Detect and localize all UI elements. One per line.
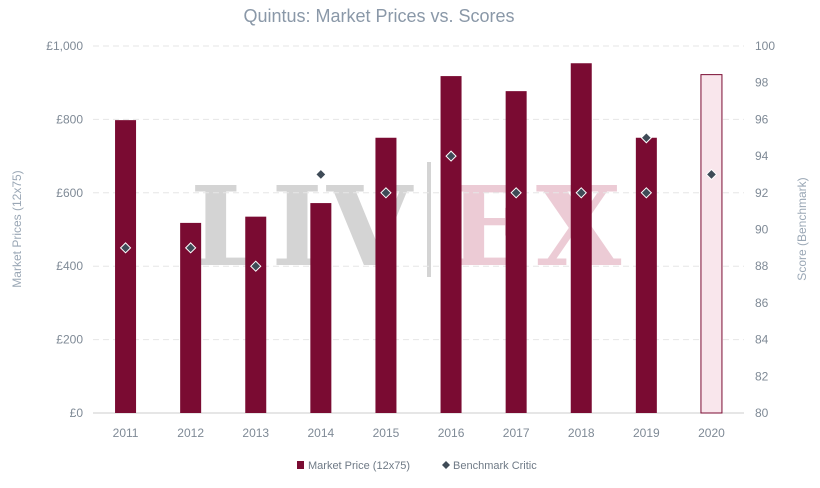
svg-text:LIV: LIV bbox=[190, 162, 416, 291]
legend-label-benchmark: Benchmark Critic bbox=[453, 460, 537, 472]
marker-benchmark-critic bbox=[119, 242, 132, 254]
bar-market-price bbox=[375, 137, 397, 413]
y2-axis-label: Score (Benchmark) bbox=[795, 177, 809, 280]
y-axis-label: Market Prices (12x75) bbox=[10, 170, 24, 287]
legend-label-market-price: Market Price (12x75) bbox=[308, 460, 410, 472]
y2-tick-label: 98 bbox=[755, 76, 769, 90]
bar-market-price bbox=[310, 203, 332, 413]
y2-tick-label: 90 bbox=[755, 223, 769, 237]
watermark-logo: LIV EX bbox=[190, 162, 625, 291]
bar-market-price bbox=[245, 216, 267, 413]
bar-market-price bbox=[180, 222, 202, 413]
y2-tick-label: 86 bbox=[755, 296, 769, 310]
y2-tick-label: 96 bbox=[755, 112, 769, 126]
marker-benchmark-critic bbox=[705, 168, 718, 181]
y2-tick-label: 88 bbox=[755, 259, 769, 273]
y2-tick-label: 92 bbox=[755, 186, 769, 200]
bar-market-price bbox=[440, 76, 462, 414]
chart-title: Quintus: Market Prices vs. Scores bbox=[243, 6, 514, 26]
bar-market-price bbox=[635, 137, 657, 413]
y-tick-label: £600 bbox=[56, 186, 83, 200]
bar-market-price bbox=[505, 91, 527, 414]
y-tick-label: £800 bbox=[56, 112, 83, 126]
x-tick-label: 2020 bbox=[698, 426, 725, 440]
marker-benchmark-critic bbox=[575, 187, 587, 199]
marker-benchmark-critic bbox=[640, 132, 653, 144]
bar-market-price bbox=[115, 120, 137, 413]
marker-benchmark-critic bbox=[250, 260, 262, 272]
x-tick-label: 2016 bbox=[438, 426, 465, 440]
x-tick-label: 2013 bbox=[242, 426, 269, 440]
y-tick-label: £400 bbox=[56, 259, 83, 273]
y2-tick-label: 82 bbox=[755, 369, 769, 383]
marker-benchmark-critic bbox=[315, 168, 327, 181]
x-tick-label: 2014 bbox=[307, 426, 334, 440]
marker-benchmark-critic bbox=[184, 242, 197, 254]
y2-tick-label: 94 bbox=[755, 149, 769, 163]
bar-market-price bbox=[700, 74, 723, 414]
marker-benchmark-critic bbox=[510, 187, 522, 199]
bar-market-price bbox=[570, 63, 592, 414]
x-tick-label: 2011 bbox=[113, 426, 139, 440]
y-tick-label: £200 bbox=[56, 333, 83, 347]
svg-text:EX: EX bbox=[448, 162, 625, 291]
marker-benchmark-critic bbox=[445, 150, 457, 162]
x-tick-label: 2017 bbox=[503, 426, 530, 440]
y2-tick-label: 80 bbox=[755, 406, 769, 420]
x-tick-label: 2019 bbox=[633, 426, 660, 440]
y-tick-label: £0 bbox=[70, 406, 84, 420]
marker-benchmark-critic bbox=[640, 187, 653, 199]
y2-tick-label: 84 bbox=[755, 333, 769, 347]
legend-swatch-benchmark bbox=[442, 461, 450, 469]
legend: Market Price (12x75) Benchmark Critic bbox=[297, 460, 537, 472]
x-tick-label: 2012 bbox=[177, 426, 204, 440]
marker-benchmark-critic bbox=[380, 187, 392, 199]
y-tick-label: £1,000 bbox=[46, 39, 83, 53]
legend-swatch-market-price bbox=[297, 461, 304, 469]
x-tick-label: 2018 bbox=[568, 426, 595, 440]
y2-tick-label: 100 bbox=[755, 39, 775, 53]
x-tick-label: 2015 bbox=[373, 426, 400, 440]
